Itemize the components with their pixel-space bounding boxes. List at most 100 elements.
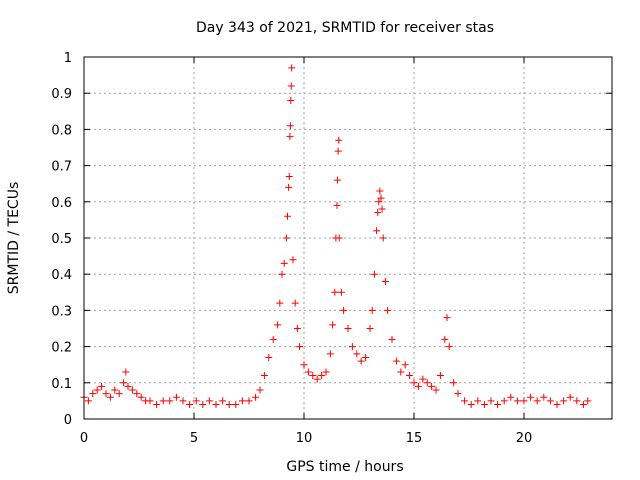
data-point xyxy=(533,397,541,405)
data-point xyxy=(397,368,405,376)
data-point xyxy=(280,259,288,267)
data-point xyxy=(199,401,207,409)
y-tick-label: 0.8 xyxy=(51,123,72,138)
data-point xyxy=(467,401,475,409)
data-point xyxy=(153,401,161,409)
data-point xyxy=(553,401,561,409)
y-tick-label: 0.1 xyxy=(51,377,72,392)
data-point xyxy=(406,372,414,380)
y-axis-title: SRMTID / TECUs xyxy=(6,182,22,295)
data-point xyxy=(205,397,213,405)
data-point xyxy=(454,390,462,398)
data-point xyxy=(494,401,502,409)
data-point xyxy=(376,187,384,195)
data-point xyxy=(428,382,436,390)
data-point xyxy=(333,176,341,184)
data-point xyxy=(260,372,268,380)
y-tick-label: 0.6 xyxy=(51,196,72,211)
data-point xyxy=(334,147,342,155)
data-point xyxy=(480,401,488,409)
data-point xyxy=(84,397,92,405)
data-point xyxy=(122,368,130,376)
data-point xyxy=(256,386,264,394)
data-point xyxy=(373,227,381,235)
data-point xyxy=(106,393,114,401)
y-tick-label: 0.7 xyxy=(51,160,72,175)
data-point xyxy=(344,325,352,332)
data-point xyxy=(128,386,136,394)
data-point xyxy=(102,390,110,398)
data-point xyxy=(265,353,273,361)
data-point xyxy=(368,306,376,314)
data-point xyxy=(276,299,284,307)
data-point xyxy=(278,270,286,278)
data-point xyxy=(500,397,508,405)
data-point xyxy=(441,335,449,343)
x-tick-label: 15 xyxy=(406,431,423,446)
data-point xyxy=(357,357,365,365)
data-point xyxy=(423,379,431,387)
data-point xyxy=(309,372,317,380)
data-point xyxy=(238,397,246,405)
data-point xyxy=(120,379,128,387)
data-point xyxy=(318,372,326,380)
data-point xyxy=(212,401,220,409)
data-point xyxy=(252,393,260,401)
data-point xyxy=(337,288,345,296)
data-point xyxy=(370,270,378,278)
y-tick-label: 0.4 xyxy=(51,268,72,283)
data-point xyxy=(388,335,396,343)
data-point xyxy=(527,393,535,401)
data-point xyxy=(513,397,521,405)
data-point xyxy=(124,382,132,390)
data-point xyxy=(282,234,290,242)
data-point xyxy=(186,401,194,409)
data-point xyxy=(410,379,418,387)
data-point xyxy=(335,136,343,144)
data-point xyxy=(98,382,106,390)
data-point xyxy=(326,350,334,358)
data-point xyxy=(296,343,304,351)
data-point xyxy=(573,397,581,405)
x-tick-label: 10 xyxy=(296,431,313,446)
data-point xyxy=(366,325,374,332)
y-tick-label: 0.2 xyxy=(51,341,72,356)
data-point xyxy=(304,368,312,376)
data-point xyxy=(432,386,440,394)
x-axis-title: GPS time / hours xyxy=(286,459,403,475)
data-point xyxy=(566,393,574,401)
data-point xyxy=(137,393,145,401)
data-point xyxy=(285,183,293,191)
x-axis-ticks: 0 5 10 15 20 xyxy=(80,57,532,446)
data-point xyxy=(443,314,451,322)
y-tick-label: 0.5 xyxy=(51,232,72,247)
y-axis-ticks: 0 0.1 0.2 0.3 0.4 0.5 0.6 0.7 0.8 0.9 1 xyxy=(51,51,612,428)
data-point xyxy=(546,397,554,405)
data-point xyxy=(287,82,295,90)
data-point xyxy=(507,393,515,401)
data-point xyxy=(375,198,383,206)
data-point xyxy=(287,96,295,104)
data-point xyxy=(436,372,444,380)
grid-lines xyxy=(84,57,612,419)
data-point xyxy=(329,321,337,329)
x-tick-label: 5 xyxy=(190,431,198,446)
data-point xyxy=(353,350,361,358)
data-point xyxy=(381,277,389,285)
data-point xyxy=(378,205,386,213)
data-point xyxy=(540,393,548,401)
data-point xyxy=(288,64,296,72)
data-point xyxy=(340,306,348,314)
data-point xyxy=(219,397,227,405)
data-point xyxy=(333,201,341,209)
plot-frame xyxy=(83,56,613,420)
data-point xyxy=(560,397,568,405)
data-point xyxy=(133,390,141,398)
data-point xyxy=(445,343,453,351)
data-point xyxy=(331,288,339,296)
data-point xyxy=(93,386,101,394)
data-point xyxy=(245,397,253,405)
data-point xyxy=(146,397,154,405)
data-point xyxy=(377,194,385,202)
